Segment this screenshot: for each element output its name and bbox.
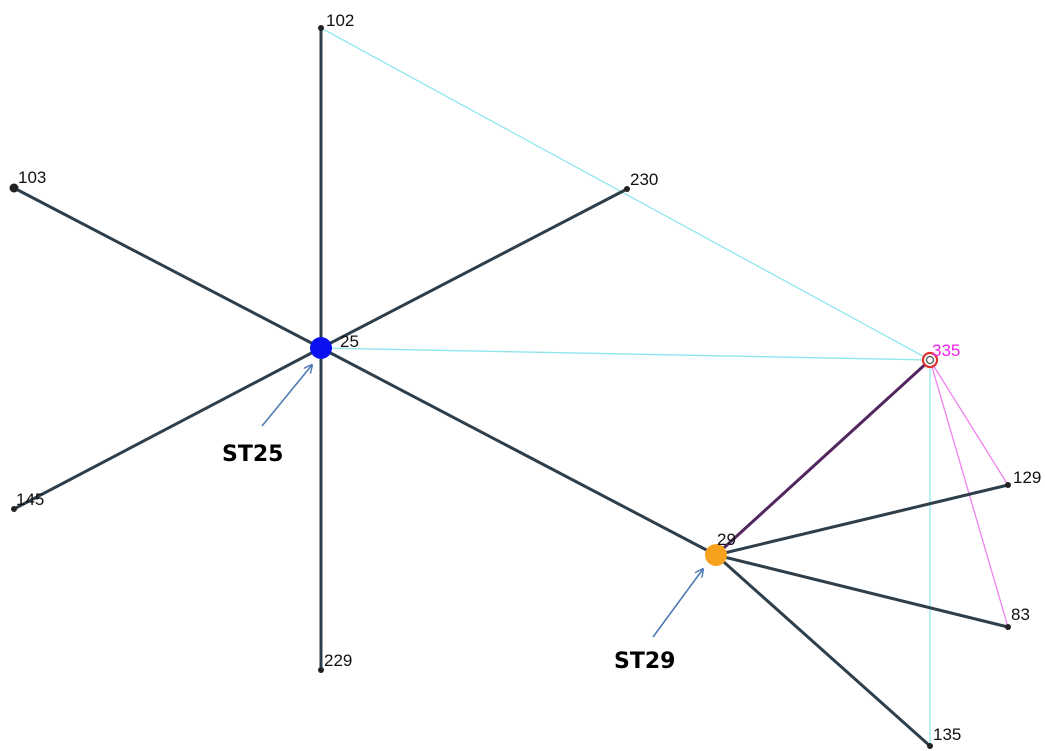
edge-25-335 xyxy=(320,347,931,361)
node-29 xyxy=(705,544,727,566)
node-label-230: 230 xyxy=(630,170,658,189)
node-label-103: 103 xyxy=(18,168,46,187)
node-83 xyxy=(1005,624,1011,630)
edge-25-29 xyxy=(319,346,718,557)
node-label-102: 102 xyxy=(326,11,354,30)
edge-102-335 xyxy=(320,27,931,361)
edge-29-335 xyxy=(714,358,932,557)
node-label-129: 129 xyxy=(1013,468,1041,487)
edge-335-129 xyxy=(929,359,1009,486)
node-129 xyxy=(1005,482,1011,488)
nodes-layer xyxy=(9,25,1011,749)
edge-29-83 xyxy=(714,553,1010,629)
edge-29-135 xyxy=(714,553,932,748)
node-230 xyxy=(624,186,630,192)
node-label-145: 145 xyxy=(16,490,44,509)
node-label-25: 25 xyxy=(340,332,359,351)
callout-arrow-st29 xyxy=(652,569,703,638)
edge-29-129 xyxy=(714,483,1010,557)
node-102 xyxy=(318,25,324,31)
callout-label-st25: ST25 xyxy=(222,442,283,467)
node-145 xyxy=(11,506,17,512)
node-label-135: 135 xyxy=(933,725,961,744)
node-label-335: 335 xyxy=(932,341,960,360)
node-103 xyxy=(9,183,19,193)
edge-25-145 xyxy=(12,346,323,511)
edge-25-230 xyxy=(319,187,629,350)
callout-arrows-layer xyxy=(261,365,703,638)
node-135 xyxy=(927,743,933,749)
node-229 xyxy=(318,667,324,673)
node-label-229: 229 xyxy=(324,651,352,670)
edges-layer xyxy=(12,26,1010,748)
node-25 xyxy=(310,337,332,359)
callout-label-st29: ST29 xyxy=(614,649,675,674)
node-335 xyxy=(921,351,939,369)
callout-arrow-st25 xyxy=(261,365,312,427)
labels-layer: 102 103 230 25 335 145 129 29 83 229 135 ST25 ST29 xyxy=(16,11,1041,744)
edge-25-103 xyxy=(12,186,323,350)
node-label-83: 83 xyxy=(1011,605,1030,624)
node-label-29: 29 xyxy=(717,530,736,549)
